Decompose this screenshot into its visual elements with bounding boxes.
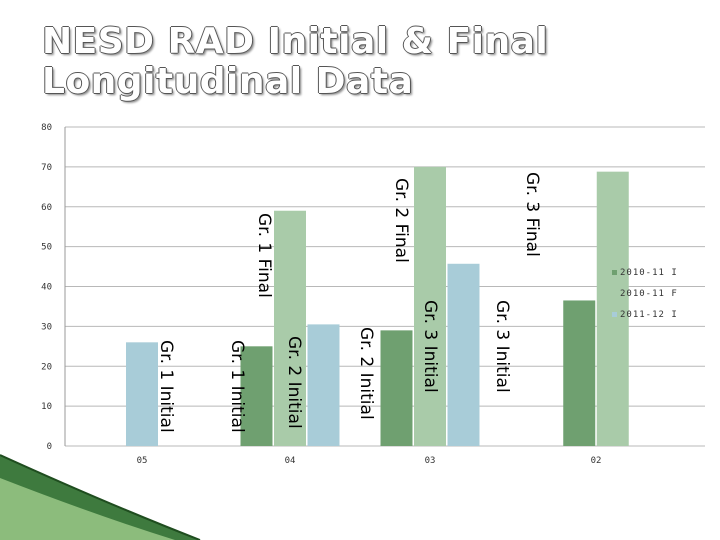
bar-annotation: Gr. 1 Initial [227, 340, 247, 433]
y-tick-label: 50 [41, 243, 52, 253]
bar-annotation: Gr. 1 Initial [156, 340, 176, 433]
legend-label: 2010-11 I [620, 268, 678, 278]
legend-label: 2011-12 I [620, 310, 678, 320]
bar-annotation: Gr. 3 Final [522, 172, 542, 257]
bar-annotation: Gr. 2 Initial [356, 327, 376, 420]
bar [414, 166, 446, 446]
bar [563, 300, 596, 446]
bar-annotations: Gr. 1 Initial Gr. 1 Initial Gr. 2 Initial G… [156, 172, 542, 433]
y-axis-ticks: 0 10 20 30 40 50 60 70 80 [41, 123, 52, 452]
x-axis-ticks: 05 04 03 02 [137, 456, 602, 466]
bar-annotation: Gr. 1 Final [254, 213, 274, 298]
title-line-1: NESD RAD Initial & Final [42, 21, 549, 62]
y-tick-label: 0 [47, 442, 52, 452]
x-tick-label: 04 [285, 456, 296, 466]
title-line-2: Longitudinal Data [42, 61, 414, 102]
y-tick-label: 20 [41, 362, 52, 372]
bar [274, 210, 306, 446]
bar [240, 346, 273, 446]
x-tick-label: 03 [425, 456, 436, 466]
x-tick-label: 05 [137, 456, 148, 466]
bar-annotation: Gr. 2 Final [391, 178, 411, 263]
legend-swatch [612, 270, 617, 275]
bar-annotation: Gr. 2 Initial [284, 336, 304, 429]
y-tick-label: 40 [41, 283, 52, 293]
bar [596, 171, 629, 446]
corner-decoration [0, 454, 201, 540]
legend-swatch [612, 312, 617, 317]
swoosh-light [0, 478, 175, 540]
bar [307, 324, 340, 446]
y-tick-label: 70 [41, 163, 52, 173]
bar [447, 263, 480, 446]
legend: 2010-11 I 2010-11 F 2011-12 I [612, 268, 678, 320]
y-tick-label: 30 [41, 322, 52, 332]
bars [126, 166, 629, 446]
legend-swatch [612, 291, 617, 296]
y-tick-label: 10 [41, 402, 52, 412]
bar [380, 330, 413, 446]
bar [126, 342, 158, 446]
legend-label: 2010-11 F [620, 289, 678, 299]
bar-annotation: Gr. 3 Initial [420, 300, 440, 393]
x-tick-label: 02 [591, 456, 602, 466]
y-tick-label: 60 [41, 203, 52, 213]
bar-annotation: Gr. 3 Initial [492, 300, 512, 393]
page-title: NESD RAD Initial & Final Longitudinal Da… [42, 22, 562, 102]
y-tick-label: 80 [41, 123, 52, 133]
swoosh-line [0, 454, 201, 540]
